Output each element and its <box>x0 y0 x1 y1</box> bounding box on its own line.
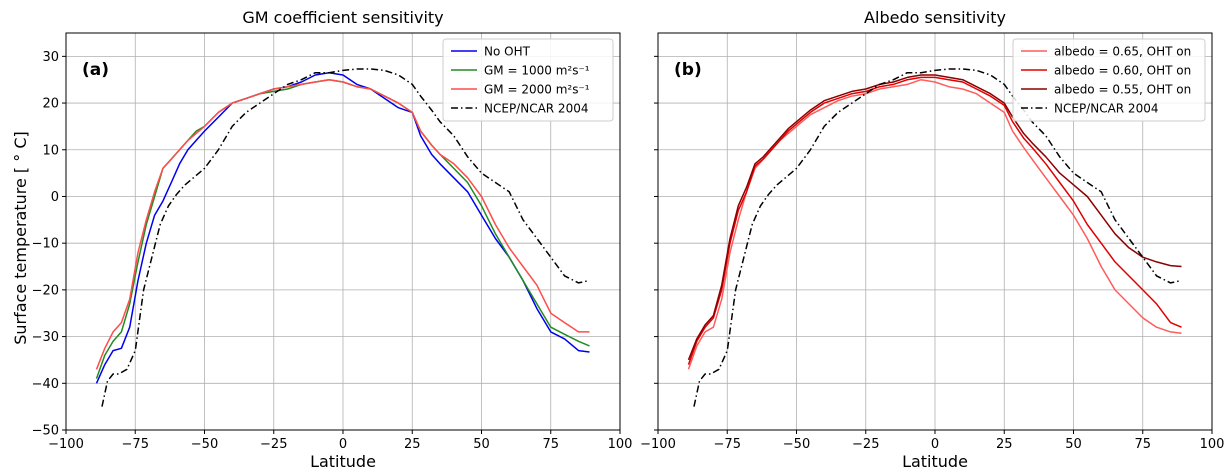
panel-a-x-axis-label: Latitude <box>310 452 376 471</box>
y-tick-label: −10 <box>32 237 59 252</box>
series-line-a-0 <box>95 71 590 384</box>
x-tick-label: −100 <box>640 437 676 452</box>
legend-entry: GM = 2000 m²s⁻¹ <box>484 83 590 97</box>
y-tick-label: 30 <box>42 50 59 65</box>
series-line-a-3 <box>101 68 590 407</box>
panel-a-label: (a) <box>82 60 109 80</box>
panel-b-label: (b) <box>674 60 702 80</box>
x-tick-label: 100 <box>608 437 633 452</box>
panel-a-frame <box>65 32 621 431</box>
y-tick-label: 20 <box>42 97 59 112</box>
panel-b-x-axis-label: Latitude <box>902 452 968 471</box>
x-tick-label: −75 <box>714 437 741 452</box>
legend-entry: albedo = 0.65, OHT on <box>1054 45 1191 59</box>
x-tick-label: −25 <box>852 437 879 452</box>
legend-entry: NCEP/NCAR 2004 <box>484 102 588 116</box>
panel-b: Albedo sensitivity Latitude −100 −75 −50 −2… <box>640 8 1224 471</box>
y-tick-label: 10 <box>42 143 59 158</box>
x-tick-label: −50 <box>191 437 218 452</box>
panel-b-frame <box>657 32 1213 431</box>
x-tick-label: 25 <box>996 437 1013 452</box>
x-tick-label: 25 <box>404 437 421 452</box>
series-line-b-1 <box>687 76 1182 365</box>
series-line-b-3 <box>693 68 1182 407</box>
x-tick-label: 0 <box>339 437 347 452</box>
x-tick-label: 75 <box>542 437 559 452</box>
legend-box <box>1012 38 1206 122</box>
legend-entry: GM = 1000 m²s⁻¹ <box>484 64 590 78</box>
panel-a: GM coefficient sensitivity Latitude −100… <box>32 8 633 471</box>
legend-entry: albedo = 0.55, OHT on <box>1054 83 1191 97</box>
x-tick-label: 0 <box>931 437 939 452</box>
y-tick-label: −20 <box>32 283 59 298</box>
x-tick-label: −25 <box>260 437 287 452</box>
y-tick-label: −40 <box>32 377 59 392</box>
x-tick-label: 75 <box>1134 437 1151 452</box>
legend-entry: albedo = 0.60, OHT on <box>1054 64 1191 78</box>
y-tick-label: −50 <box>32 424 59 439</box>
x-tick-label: −75 <box>122 437 149 452</box>
panel-b-legend: albedo = 0.65, OHT on albedo = 0.60, OHT … <box>1012 38 1206 122</box>
panel-a-legend: No OHT GM = 1000 m²s⁻¹ GM = 2000 m²s⁻¹ NCEP… <box>442 38 614 122</box>
x-tick-label: 50 <box>473 437 490 452</box>
y-tick-label: 0 <box>51 190 59 205</box>
legend-entry: No OHT <box>484 45 531 59</box>
x-tick-label: 100 <box>1200 437 1225 452</box>
panel-b-title: Albedo sensitivity <box>864 8 1006 27</box>
x-tick-label: −50 <box>783 437 810 452</box>
series-line-b-2 <box>687 74 1182 361</box>
x-tick-label: 50 <box>1065 437 1082 452</box>
series-line-a-2 <box>95 78 590 370</box>
panel-a-title: GM coefficient sensitivity <box>242 8 443 27</box>
y-axis-label: Surface temperature [ ° C] <box>11 131 30 345</box>
legend-entry: NCEP/NCAR 2004 <box>1054 102 1158 116</box>
y-tick-label: −30 <box>32 330 59 345</box>
x-tick-label: −100 <box>48 437 84 452</box>
legend-box <box>442 38 614 122</box>
